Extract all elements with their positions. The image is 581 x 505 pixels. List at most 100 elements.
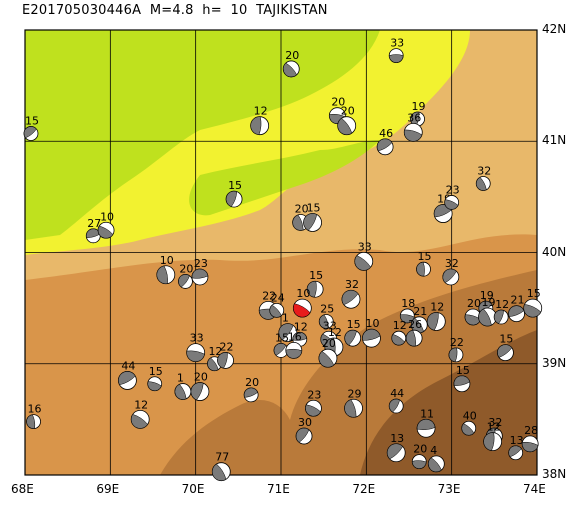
focal-mechanism — [388, 48, 404, 63]
focal-mechanism — [341, 289, 361, 309]
mechanism-depth-label: 12 — [430, 300, 444, 313]
mechanism-depth-label: 26 — [408, 318, 422, 331]
mechanism-depth-label: 1 — [177, 372, 184, 385]
focal-mechanism — [174, 383, 192, 400]
latitude-label: 38N — [542, 467, 567, 481]
main-event-mechanism — [292, 298, 312, 318]
mechanism-depth-label: 20 — [322, 337, 336, 350]
longitude-label: 71E — [267, 482, 290, 496]
mechanism-depth-label: 32 — [445, 257, 459, 270]
focal-mechanism — [444, 195, 460, 210]
latitude-label: 40N — [542, 244, 567, 259]
focal-mechanism — [97, 221, 115, 239]
mechanism-depth-label: 16 — [288, 330, 302, 343]
mechanism-depth-label: 33 — [190, 332, 204, 345]
mechanism-depth-label: 15 — [499, 333, 513, 346]
mechanism-depth-label: 12 — [294, 320, 308, 333]
focal-mechanism — [344, 329, 362, 347]
focal-mechanism — [186, 343, 206, 363]
mechanism-depth-label: 13 — [390, 432, 404, 445]
latitude-label: 39N — [542, 355, 567, 370]
mechanism-depth-label: 15 — [275, 331, 289, 344]
mechanism-depth-label: 15 — [228, 179, 242, 192]
focal-mechanism — [26, 414, 41, 430]
longitude-label: 68E — [11, 482, 34, 496]
mechanism-depth-label: 13 — [510, 434, 524, 447]
focal-mechanism — [211, 462, 231, 482]
mechanism-depth-label: 12 — [495, 298, 509, 311]
mechanism-depth-label: 15 — [527, 287, 541, 300]
mechanism-depth-label: 33 — [358, 240, 372, 253]
focal-mechanism — [295, 427, 313, 445]
mechanism-depth-label: 12 — [393, 319, 407, 332]
mechanism-depth-label: 28 — [524, 424, 538, 437]
focal-mechanism — [475, 176, 491, 191]
mechanism-depth-label: 15 — [418, 250, 432, 263]
focal-mechanism — [508, 305, 525, 323]
mechanism-depth-label: 40 — [463, 409, 477, 422]
focal-mechanism — [508, 445, 524, 461]
focal-mechanism — [130, 409, 150, 429]
focal-mechanism — [217, 352, 234, 369]
mechanism-depth-label: 19 — [482, 296, 496, 309]
latitude-label: 41N — [542, 133, 567, 148]
focal-mechanism — [403, 122, 423, 142]
mechanism-depth-label: 21 — [511, 294, 525, 307]
focal-mechanism — [318, 314, 334, 329]
focal-mechanism — [147, 376, 163, 392]
mechanism-depth-label: 20 — [245, 376, 259, 389]
focal-mechanism — [362, 328, 381, 348]
mechanism-depth-label: 36 — [407, 111, 421, 124]
focal-mechanism — [337, 116, 357, 136]
focal-mechanism — [391, 330, 407, 346]
mechanism-depth-label: 20 — [194, 371, 208, 384]
mechanism-depth-label: 44 — [390, 387, 404, 400]
mechanism-depth-label: 46 — [379, 127, 393, 140]
mechanism-depth-label: 22 — [262, 289, 276, 302]
mechanism-depth-label: 16 — [28, 403, 42, 416]
mechanism-depth-label: 24 — [271, 291, 285, 304]
focal-mechanism — [461, 420, 477, 436]
focal-mechanism — [225, 190, 243, 208]
mechanism-depth-label: 12 — [254, 105, 268, 118]
focal-mechanism — [388, 398, 404, 414]
latitude-label: 42N — [542, 22, 567, 36]
mechanism-depth-label: 23 — [307, 388, 321, 401]
mechanism-depth-label: 29 — [348, 387, 362, 400]
mechanism-depth-label: 15 — [307, 201, 321, 214]
mechanism-depth-label: 15 — [456, 364, 470, 377]
focal-mechanism — [303, 213, 322, 232]
focal-mechanism — [453, 375, 471, 393]
mechanism-depth-label: 19 — [480, 289, 494, 302]
mechanism-depth-label: 12 — [328, 326, 342, 339]
focal-mechanism — [250, 116, 270, 136]
mechanism-depth-label: 77 — [215, 451, 229, 464]
focal-mechanism — [178, 274, 193, 289]
focal-mechanism — [306, 280, 324, 298]
longitude-label: 73E — [437, 482, 461, 496]
focal-mechanism — [521, 435, 539, 453]
focal-mechanism — [416, 261, 431, 277]
mechanism-depth-label: 32 — [345, 278, 359, 291]
mechanism-depth-label: 1 — [282, 312, 289, 325]
focal-mechanism — [416, 418, 436, 438]
focal-mechanism — [269, 302, 285, 318]
mechanism-depth-label: 20 — [331, 96, 345, 109]
mechanism-depth-label: 4 — [430, 444, 437, 457]
grid-lines — [25, 30, 537, 475]
focal-mechanism — [483, 432, 503, 452]
focal-mechanism — [305, 399, 322, 417]
mechanism-depth-label: 20 — [295, 202, 309, 215]
longitude-label: 72E — [352, 482, 376, 496]
mechanism-depth-label: 27 — [87, 217, 101, 230]
mechanism-depth-label: 22 — [450, 336, 464, 349]
mechanism-depth-label: 20 — [341, 105, 355, 118]
focal-mechanism — [191, 268, 209, 286]
focal-mechanism — [318, 348, 338, 368]
mechanism-depth-label: 25 — [320, 302, 334, 315]
mechanism-depth-label: 22 — [220, 340, 234, 353]
longitude-label: 74E — [523, 482, 546, 496]
focal-mechanism — [376, 138, 394, 156]
mechanism-depth-label: 10 — [160, 254, 174, 267]
focal-mechanism — [399, 308, 415, 324]
